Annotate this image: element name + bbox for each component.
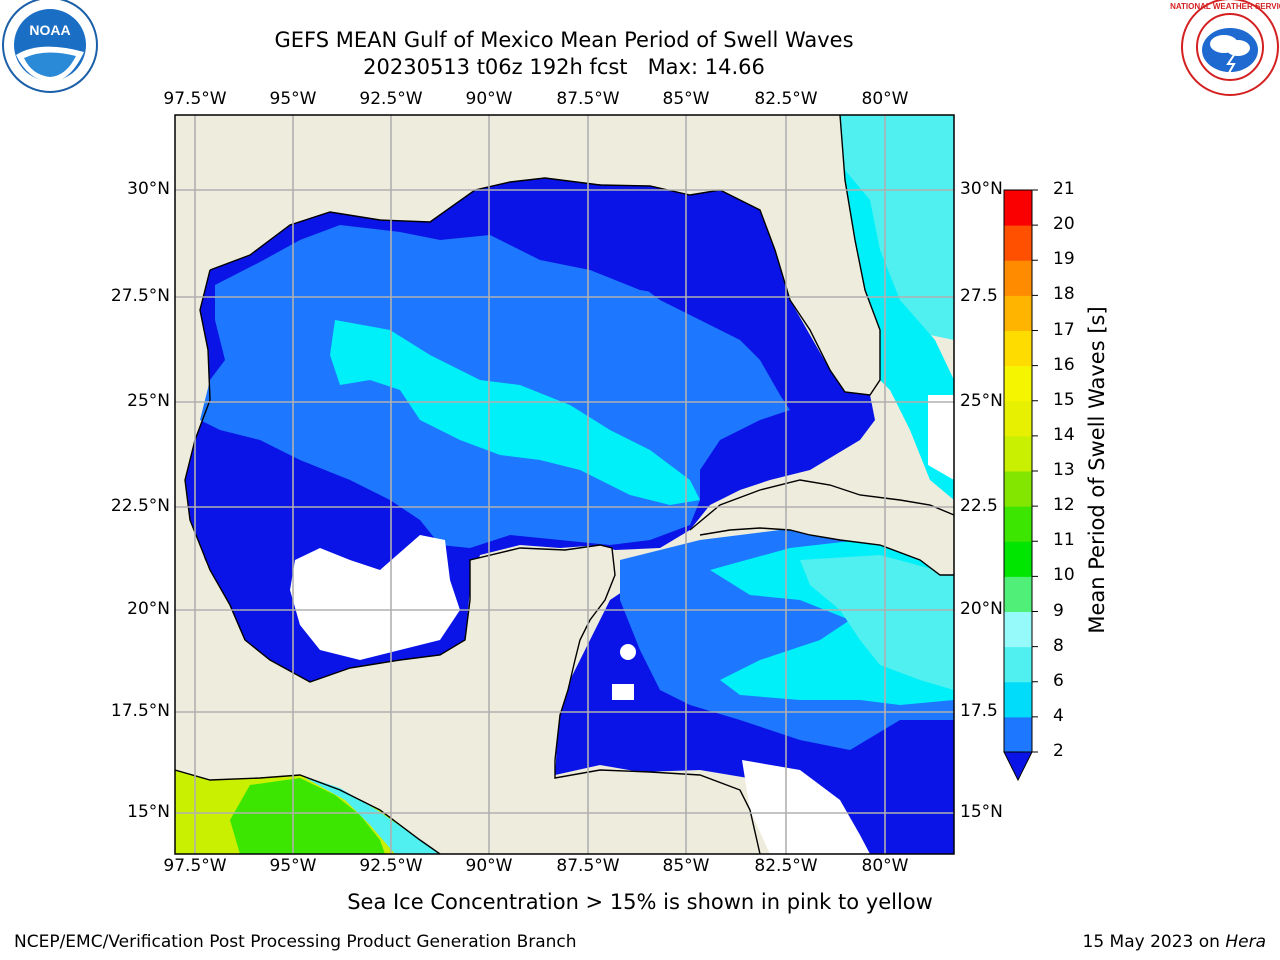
florida-land (760, 115, 880, 392)
colorbar-tick-label: 4 (1053, 705, 1064, 726)
gulf-deep-pocket-east (540, 180, 830, 400)
central-america-land (175, 760, 760, 854)
atlantic-white-gap (928, 395, 954, 480)
lon-label-bottom: 87.5°W (556, 856, 620, 876)
colorbar-segment (1004, 400, 1032, 437)
colorbar-segment (1004, 646, 1032, 683)
caribbean-light (800, 555, 954, 690)
blank-spot-2 (612, 684, 634, 700)
pacific-cyan (300, 775, 440, 854)
cuba-land (690, 480, 954, 575)
lat-label-right: 22.5 (960, 496, 998, 516)
lon-label-bottom: 85°W (662, 856, 710, 876)
lon-label-bottom: 97.5°W (163, 856, 227, 876)
colorbar-segment (1004, 225, 1032, 261)
colorbar-tick-label: 10 (1053, 565, 1075, 586)
lon-label-top: 90°W (465, 89, 513, 109)
lat-label-right: 17.5 (960, 701, 998, 721)
map-area (175, 115, 954, 854)
lon-label-top: 82.5°W (754, 89, 818, 109)
yucatan-channel-blank (742, 760, 870, 854)
colorbar-tick-label: 12 (1053, 495, 1075, 516)
lat-label-right: 20°N (960, 599, 1003, 619)
coastlines (175, 115, 954, 854)
lon-label-bottom: 95°W (269, 856, 317, 876)
colorbar-segment (1004, 435, 1032, 472)
colorbar-segment (1004, 681, 1032, 718)
colorbar (1003, 189, 1038, 782)
colorbar-tick-label: 2 (1053, 741, 1064, 761)
lon-label-bottom: 82.5°W (754, 856, 818, 876)
pacific-green (230, 778, 385, 854)
lat-label-left: 15°N (127, 802, 170, 822)
colorbar-segment (1004, 260, 1032, 296)
colorbar-tick-label: 8 (1053, 635, 1064, 656)
lat-label-left: 20°N (127, 599, 170, 619)
lat-label-right: 30°N (960, 179, 1003, 199)
map-frame (174, 114, 955, 855)
lat-label-right: 25°N (960, 391, 1003, 411)
gridlines (175, 115, 954, 854)
lat-label-left: 22.5°N (110, 496, 170, 516)
colorbar-segment (1004, 576, 1032, 612)
atlantic-cyan (840, 170, 954, 500)
lat-label-left: 27.5°N (110, 286, 170, 306)
colorbar-segment (1004, 190, 1032, 226)
lat-label-right: 15°N (960, 802, 1003, 822)
lon-label-top: 92.5°W (359, 89, 423, 109)
lon-label-top: 97.5°W (163, 89, 227, 109)
blank-spot (620, 644, 636, 660)
colorbar-segment (1004, 365, 1032, 402)
colorbar-tick-label: 20 (1053, 214, 1075, 235)
nws-logo-text: NATIONAL WEATHER SERVICE (1170, 2, 1280, 11)
colorbar-tick-label: 9 (1053, 600, 1064, 621)
date-text: 15 May 2023 on Hera (1083, 932, 1267, 952)
lat-label-left: 17.5°N (110, 701, 170, 721)
gulf-cyan-band (330, 320, 700, 505)
chart-subtitle: 20230513 t06z 192h fcst Max: 14.66 (363, 55, 765, 79)
lon-label-top: 87.5°W (556, 89, 620, 109)
lat-label-right: 27.5 (960, 286, 998, 306)
colorbar-tick-label: 14 (1053, 424, 1075, 445)
lon-label-top: 85°W (662, 89, 710, 109)
lon-label-bottom: 92.5°W (359, 856, 423, 876)
colorbar-title: Mean Period of Swell Waves [s] (1085, 306, 1109, 634)
nws-logo: NATIONAL WEATHER SERVICE (1170, 0, 1280, 96)
lat-label-left: 30°N (127, 179, 170, 199)
lat-label-left: 25°N (127, 391, 170, 411)
colorbar-tick-label: 15 (1053, 389, 1075, 410)
colorbar-segment (1004, 611, 1032, 648)
noaa-logo: NOAA (2, 0, 98, 93)
colorbar-tick-label: 17 (1053, 319, 1075, 340)
colorbar-segment (1004, 541, 1032, 577)
colorbar-segment (1004, 295, 1032, 331)
date-label: 15 May 2023 on (1082, 932, 1220, 952)
colorbar-tick-label: 21 (1053, 179, 1075, 199)
chart-title: GEFS MEAN Gulf of Mexico Mean Period of … (274, 28, 854, 52)
colorbar-tick-label: 11 (1053, 530, 1075, 551)
bay-campeche-blank (290, 535, 460, 660)
lon-label-bottom: 90°W (465, 856, 513, 876)
colorbar-tick-label: 19 (1053, 249, 1075, 270)
colorbar-tick-label: 16 (1053, 354, 1075, 375)
colorbar-extend (1003, 751, 1033, 782)
colorbar-tick-label: 6 (1053, 670, 1064, 691)
colorbar-segment (1004, 506, 1032, 542)
atlantic-light (840, 115, 954, 340)
lon-label-bottom: 80°W (861, 856, 909, 876)
lon-label-top: 95°W (269, 89, 317, 109)
sea-ice-note: Sea Ice Concentration > 15% is shown in … (347, 890, 933, 914)
colorbar-segment (1004, 716, 1032, 753)
colorbar-segment (1004, 330, 1032, 367)
machine-name: Hera (1225, 932, 1266, 952)
yucatan-land (300, 545, 615, 760)
credit-text: NCEP/EMC/Verification Post Processing Pr… (14, 932, 577, 952)
lon-label-top: 80°W (861, 89, 909, 109)
colorbar-tick-label: 18 (1053, 284, 1075, 305)
colorbar-tick-label: 13 (1053, 460, 1075, 480)
noaa-logo-text: NOAA (29, 22, 70, 38)
colorbar-segment (1004, 471, 1032, 507)
